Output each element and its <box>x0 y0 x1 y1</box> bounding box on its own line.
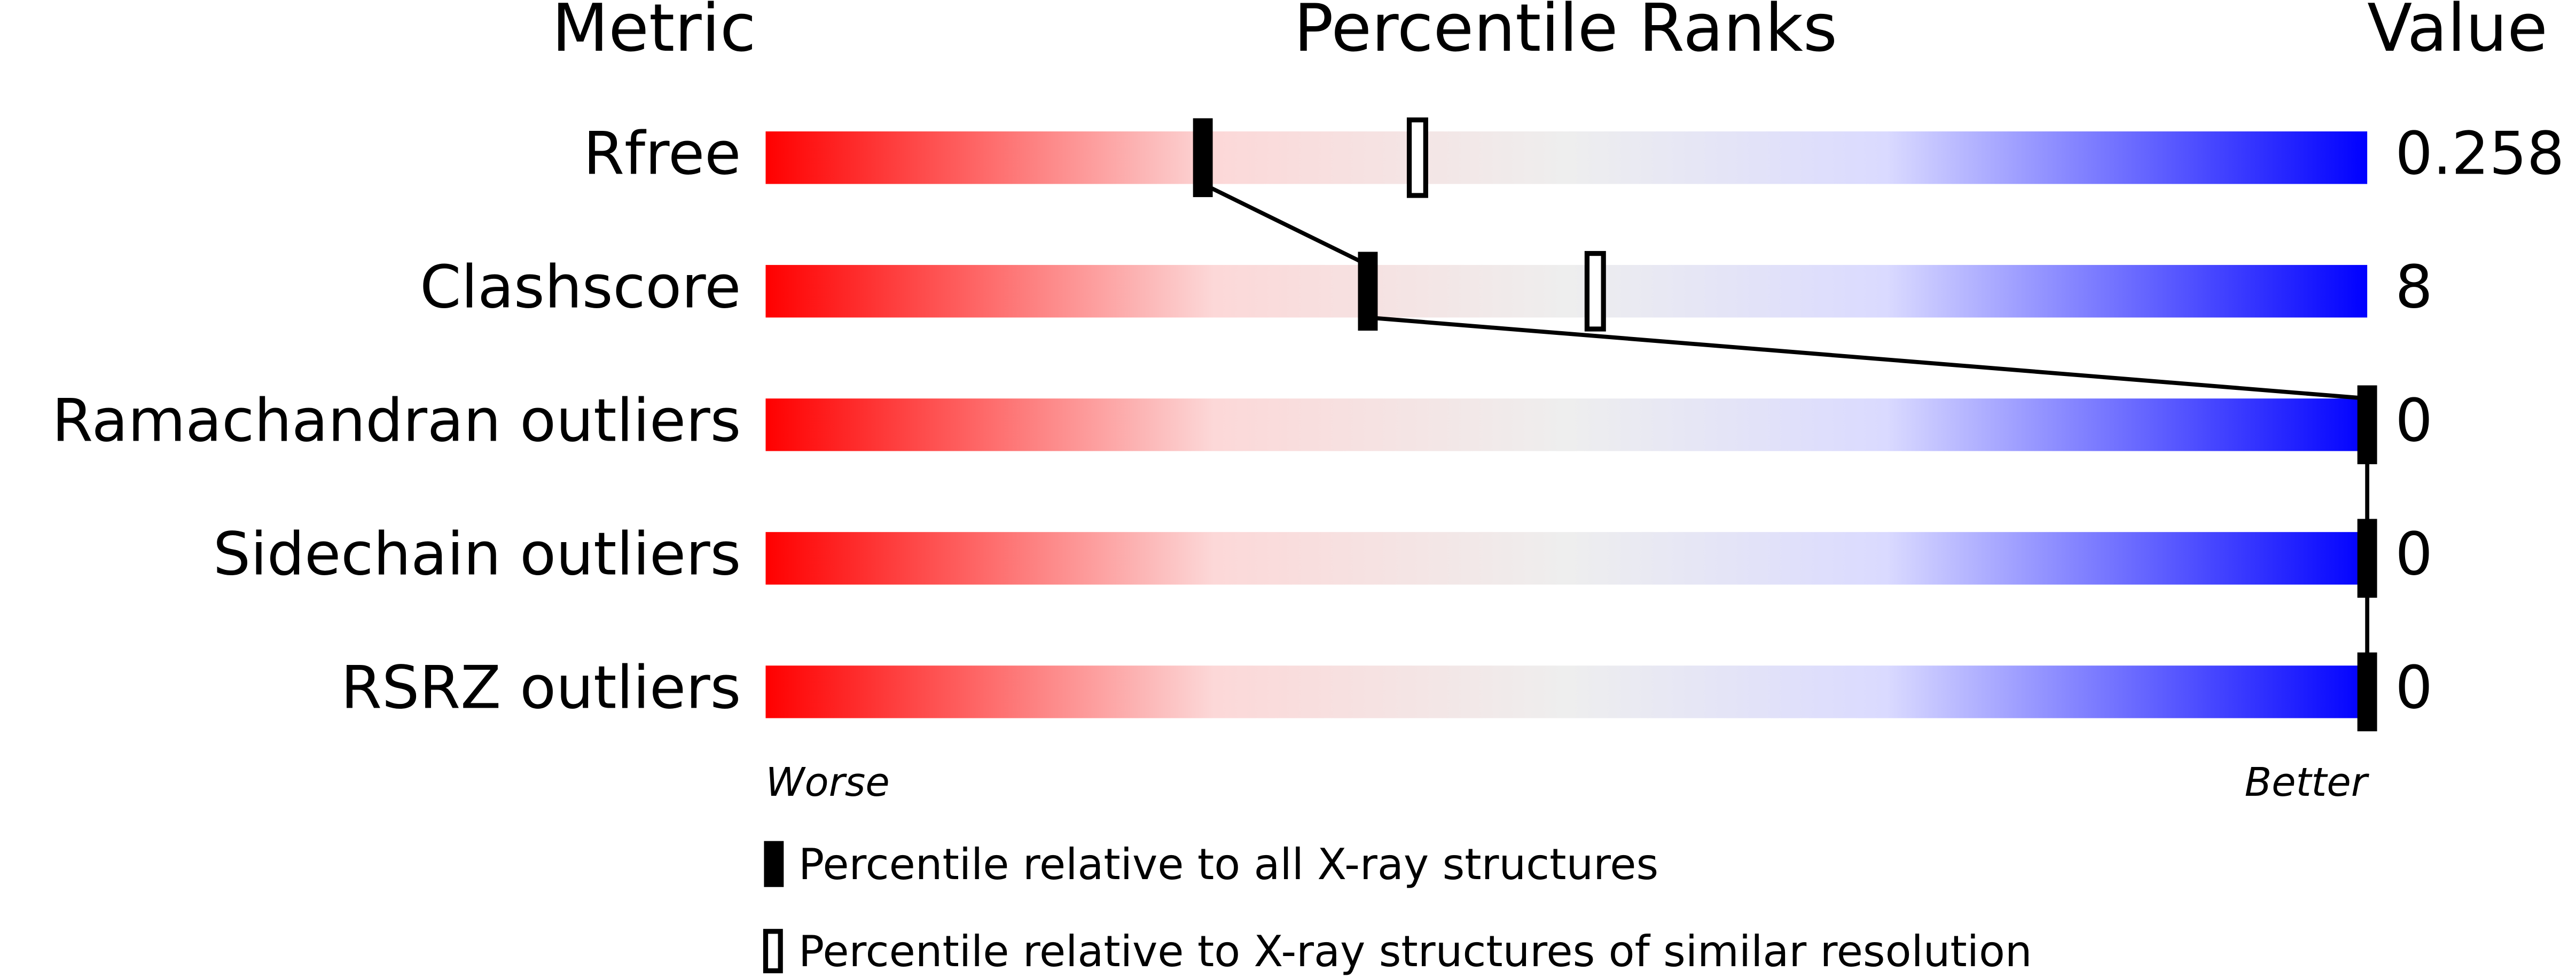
metric-value: 8 <box>2395 253 2432 322</box>
metric-label: RSRZ outliers <box>341 654 741 723</box>
rank-connector <box>1367 315 2368 401</box>
percentile-marker <box>2357 519 2377 598</box>
metric-label: Sidechain outliers <box>213 520 741 589</box>
axis-start-label: Worse <box>765 759 889 805</box>
legend-swatch <box>764 841 784 887</box>
metric-label: Clashscore <box>420 253 741 322</box>
rank-track <box>765 532 2368 585</box>
percentile-marker <box>1358 252 1378 331</box>
percentile-marker <box>2357 652 2377 732</box>
rank-track <box>765 665 2368 718</box>
percentile-marker <box>2357 385 2377 465</box>
metric-value: 0 <box>2395 654 2432 723</box>
rank-track <box>765 398 2368 451</box>
percentile-marker-similar <box>1584 250 1606 332</box>
rank-track <box>765 131 2368 184</box>
metric-value: 0 <box>2395 520 2432 589</box>
rank-track <box>765 265 2368 318</box>
rank-connector <box>1202 182 1369 267</box>
column-header: Value <box>2367 0 2548 67</box>
legend-label: Percentile relative to X-ray structures … <box>798 927 2032 976</box>
column-header: Metric <box>552 0 756 67</box>
percentile-marker <box>1193 118 1213 198</box>
legend-swatch <box>763 929 783 974</box>
axis-end-label: Better <box>2244 759 2369 805</box>
metric-value: 0 <box>2395 387 2432 456</box>
metric-label: Ramachandran outliers <box>52 387 741 456</box>
metric-value: 0.258 <box>2395 120 2564 189</box>
column-header: Percentile Ranks <box>1294 0 1837 67</box>
percentile-marker-similar <box>1406 117 1428 198</box>
metric-label: Rfree <box>583 120 741 189</box>
legend-label: Percentile relative to all X-ray structu… <box>798 840 1658 889</box>
